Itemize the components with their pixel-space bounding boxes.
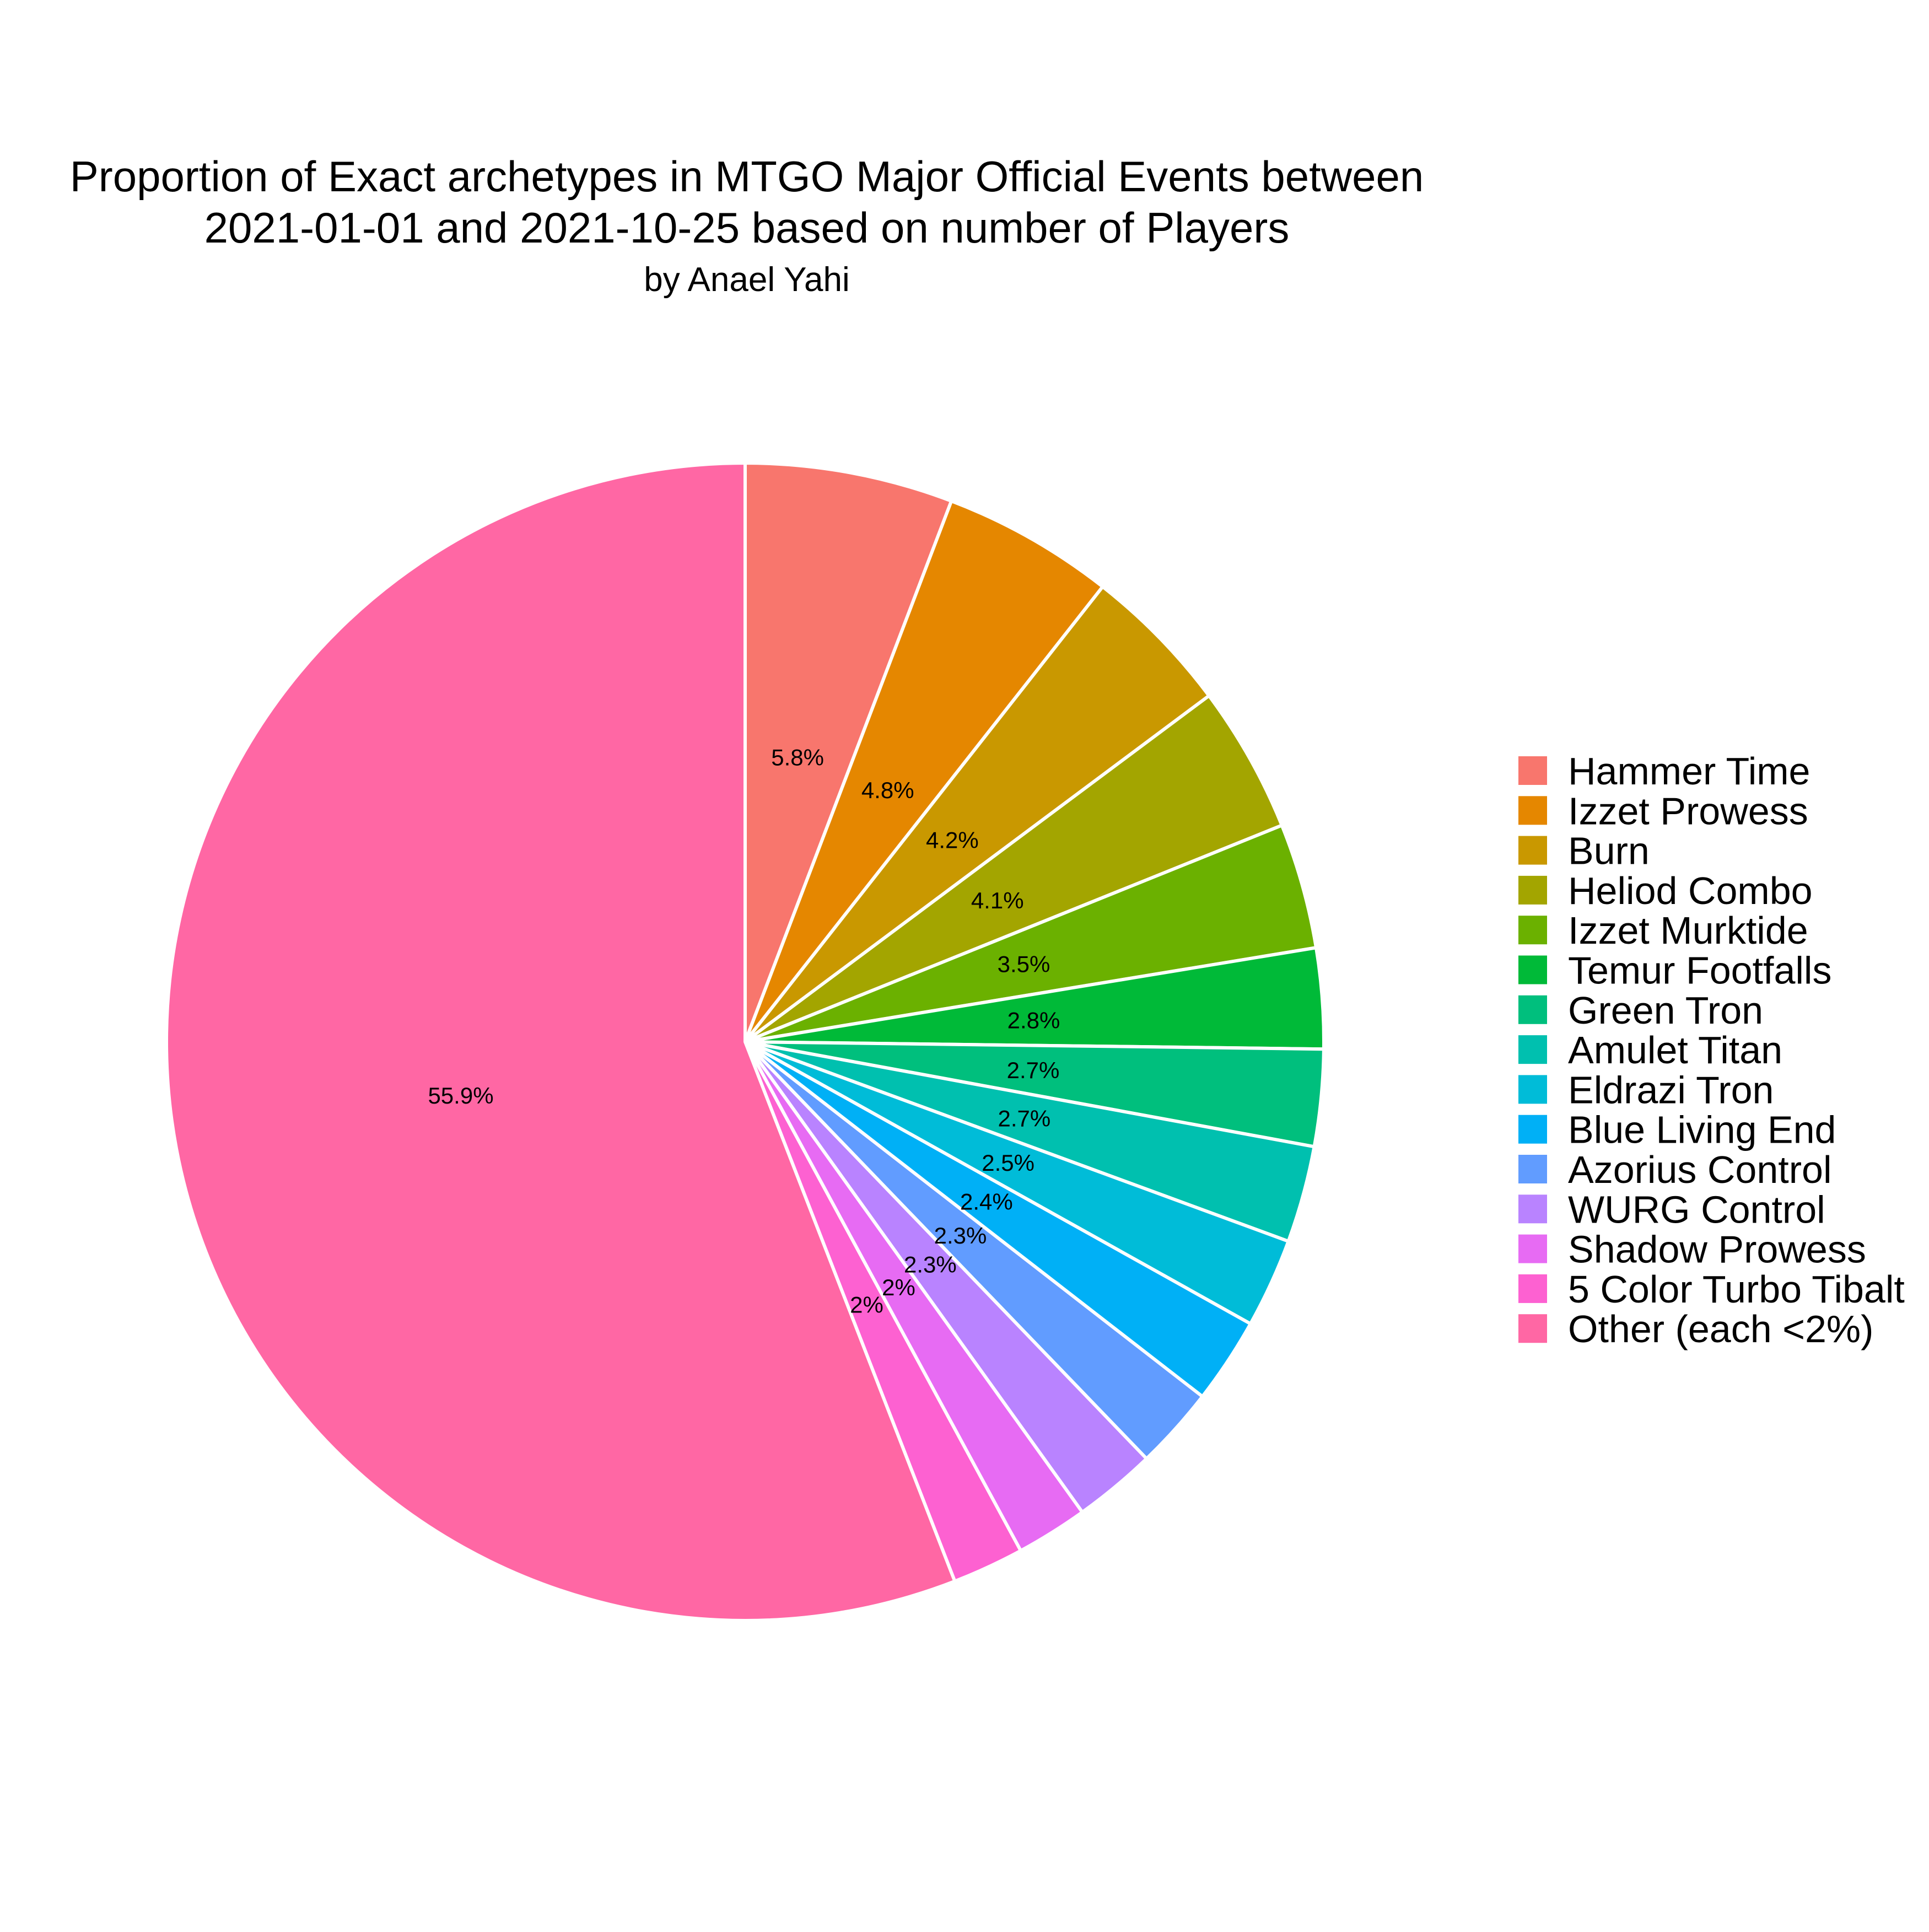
slice-label-azorius-control: 2.3%	[934, 1223, 987, 1248]
legend-label-green-tron: Green Tron	[1568, 989, 1763, 1032]
legend-key-green-tron	[1518, 995, 1547, 1024]
slice-label-wurg-control: 2.3%	[904, 1252, 957, 1278]
legend-key-wurg-control	[1518, 1194, 1547, 1224]
legend-label-izzet-prowess: Izzet Prowess	[1568, 789, 1808, 832]
pie-slice-izzet-prowess	[743, 499, 1104, 1043]
chart-title-line-2: 2021-01-01 and 2021-10-25 based on numbe…	[204, 203, 1290, 252]
pie-slice-burn	[743, 585, 1211, 1043]
pie-slice-other-each-2	[165, 461, 957, 1622]
legend-label-eldrazi-tron: Eldrazi Tron	[1568, 1068, 1774, 1111]
legend-label-shadow-prowess: Shadow Prowess	[1568, 1228, 1866, 1271]
legend-key-temur-footfalls	[1518, 955, 1547, 984]
pie-slice-heliod-combo	[743, 694, 1284, 1043]
legend-label-izzet-murktide: Izzet Murktide	[1568, 909, 1808, 952]
pie-slice-hammer-time	[743, 461, 953, 1043]
legend-key-5-color-turbo-tibalt	[1518, 1274, 1547, 1303]
slice-label-heliod-combo: 4.1%	[971, 887, 1024, 913]
pie-slice-labels: 5.8% 4.8% 4.2% 4.1% 3.5% 2.8% 2.7% 2.7% 2.5% 2.4%…	[428, 745, 1060, 1318]
slice-label-shadow-prowess: 2%	[882, 1274, 915, 1300]
slice-label-izzet-prowess: 4.8%	[861, 777, 914, 803]
legend-label-wurg-control: WURG Control	[1568, 1188, 1825, 1231]
legend-key-other-each-2	[1518, 1314, 1547, 1343]
slice-label-blue-living-end: 2.4%	[960, 1189, 1013, 1215]
legend-key-burn	[1518, 836, 1547, 865]
slice-label-burn: 4.2%	[926, 827, 979, 853]
legend-label-hammer-time: Hammer Time	[1568, 750, 1810, 793]
legend-label-burn: Burn	[1568, 830, 1650, 873]
slice-label-izzet-murktide: 3.5%	[998, 951, 1050, 977]
legend-key-blue-living-end	[1518, 1115, 1547, 1144]
slice-label-eldrazi-tron: 2.5%	[982, 1150, 1034, 1176]
legend-label-azorius-control: Azorius Control	[1568, 1148, 1832, 1191]
legend-key-heliod-combo	[1518, 875, 1547, 905]
legend-key-izzet-prowess	[1518, 796, 1547, 825]
legend-label-amulet-titan: Amulet Titan	[1568, 1029, 1782, 1072]
pie-slices	[165, 461, 1325, 1622]
slice-label-green-tron: 2.7%	[1007, 1057, 1060, 1083]
legend-label-other-each-2: Other (each <2%)	[1568, 1307, 1873, 1350]
legend-key-eldrazi-tron	[1518, 1075, 1547, 1104]
legend-key-izzet-murktide	[1518, 916, 1547, 945]
slice-label-hammer-time: 5.8%	[771, 745, 824, 771]
legend-key-amulet-titan	[1518, 1035, 1547, 1064]
legend-label-5-color-turbo-tibalt: 5 Color Turbo Tibalt	[1568, 1268, 1905, 1311]
slice-label-temur-footfalls: 2.8%	[1007, 1008, 1060, 1034]
legend-key-shadow-prowess	[1518, 1234, 1547, 1263]
chart-title: Proportion of Exact archetypes in MTGO M…	[70, 152, 1424, 299]
legend-key-hammer-time	[1518, 756, 1547, 785]
chart-subtitle: by Anael Yahi	[644, 261, 849, 299]
pie-slice-izzet-murktide	[743, 824, 1318, 1043]
legend-label-heliod-combo: Heliod Combo	[1568, 869, 1813, 912]
legend-label-temur-footfalls: Temur Footfalls	[1568, 949, 1831, 992]
slice-label-other-each-2: 55.9%	[428, 1083, 493, 1108]
legend-label-blue-living-end: Blue Living End	[1568, 1108, 1836, 1151]
legend-key-azorius-control	[1518, 1155, 1547, 1183]
slice-label-5-color-turbo-tibalt: 2%	[850, 1291, 883, 1317]
chart-title-line-1: Proportion of Exact archetypes in MTGO M…	[70, 152, 1424, 201]
slice-label-amulet-titan: 2.7%	[998, 1106, 1051, 1132]
